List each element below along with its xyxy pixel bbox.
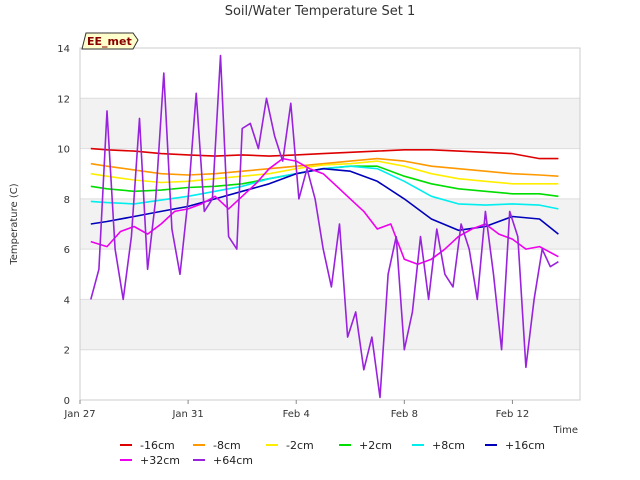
- x-axis-label: Time: [553, 425, 578, 436]
- grid-band: [80, 198, 580, 250]
- badge-box: [81, 32, 139, 50]
- y-tick-label: 2: [64, 346, 70, 357]
- series-lines: [90, 54, 559, 399]
- x-tick-label: Jan 27: [63, 409, 95, 420]
- legend-item: +32cm: [120, 454, 180, 467]
- grid-band: [80, 299, 580, 350]
- legend-item: +8cm: [412, 439, 465, 452]
- chart-title: Soil/Water Temperature Set 1: [225, 4, 416, 19]
- y-tick-label: 10: [57, 145, 70, 156]
- y-tick-label: 8: [64, 195, 70, 206]
- x-tick-label: Jan 31: [171, 409, 203, 420]
- legend-label: +32cm: [140, 454, 180, 467]
- plot-frame: [79, 47, 581, 401]
- series-line-8cm: [90, 157, 559, 177]
- y-tick-label: 12: [57, 94, 70, 105]
- legend-label: -8cm: [213, 439, 241, 452]
- legend-item: -16cm: [120, 439, 175, 452]
- badge-label: EE_met: [87, 35, 132, 48]
- series-line-16cm: [90, 147, 559, 160]
- legend-label: -16cm: [140, 439, 175, 452]
- legend-item: +2cm: [339, 439, 392, 452]
- y-tick-label: 14: [57, 44, 70, 55]
- y-tick-label: 6: [64, 245, 70, 256]
- series-line-32cm: [90, 157, 559, 266]
- legend-item: -2cm: [266, 439, 314, 452]
- legend-item: -8cm: [193, 439, 241, 452]
- y-axis-label: Temperature (C): [9, 183, 20, 265]
- legend-label: -2cm: [286, 439, 314, 452]
- series-line-16cm: [90, 167, 559, 235]
- series-line-2cm: [90, 160, 559, 185]
- y-tick-label: 4: [64, 295, 70, 306]
- x-axis-ticks: Jan 27 Jan 31 Feb 4 Feb 8 Feb 12: [63, 400, 529, 420]
- y-axis-ticks: 0 2 4 6 8 10 12 14: [57, 44, 70, 407]
- legend-label: +64cm: [213, 454, 253, 467]
- legend-item: +16cm: [485, 439, 545, 452]
- y-tick-label: 0: [64, 396, 70, 407]
- series-line-64cm: [90, 54, 559, 399]
- x-tick-label: Feb 4: [283, 409, 310, 420]
- legend-item: +64cm: [193, 454, 253, 467]
- legend-label: +2cm: [359, 439, 392, 452]
- x-tick-label: Feb 12: [496, 409, 530, 420]
- legend-label: +8cm: [432, 439, 465, 452]
- site-badge: EE_met: [81, 32, 139, 50]
- x-tick-label: Feb 8: [391, 409, 418, 420]
- plot-bands: [80, 98, 580, 350]
- legend: -16cm -8cm -2cm +2cm +8cm +16cm +32cm +64cm: [120, 439, 545, 467]
- legend-label: +16cm: [505, 439, 545, 452]
- grid-band: [80, 98, 580, 149]
